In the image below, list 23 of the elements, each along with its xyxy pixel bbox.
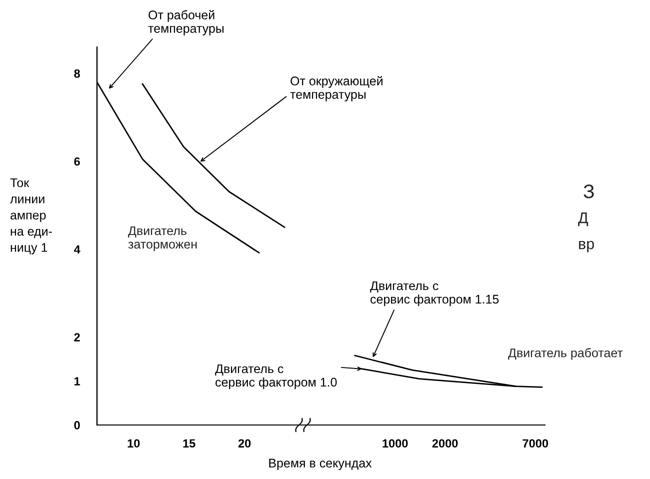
x-tick-label: 10 [128,439,140,448]
y-axis-title: Ток линии ампер на еди- ницу 1 [10,178,52,254]
x-axis-title: Время в секундах [269,458,372,470]
x-tick-label: 2000 [432,439,458,448]
x-tick-label: 20 [238,439,251,448]
annotation: Двигатель заторможен [128,226,197,252]
x-tick-label: 7000 [522,439,548,448]
text: Д [578,212,588,226]
x-tick-label: 15 [183,439,196,448]
annotation: Двигатель с сервис фактором 1.15 [370,281,499,306]
y-tick-label: 4 [74,245,80,254]
y-tick-label: 2 [74,333,80,342]
y-tick-label: 6 [74,157,80,166]
y-tick-label: 1 [74,377,80,386]
x-tick-label: 1000 [382,439,408,448]
y-tick-label: 8 [74,69,80,78]
annotation: От окружающей температуры [290,76,382,102]
annotation: От рабочей температуры [148,10,224,36]
text: вр [579,240,594,252]
text: З [584,184,594,198]
annotation: Двигатель с сервис фактором 1.0 [215,364,337,390]
annotation: Двигатель работает [508,348,623,360]
y-tick-label: 0 [74,421,80,430]
